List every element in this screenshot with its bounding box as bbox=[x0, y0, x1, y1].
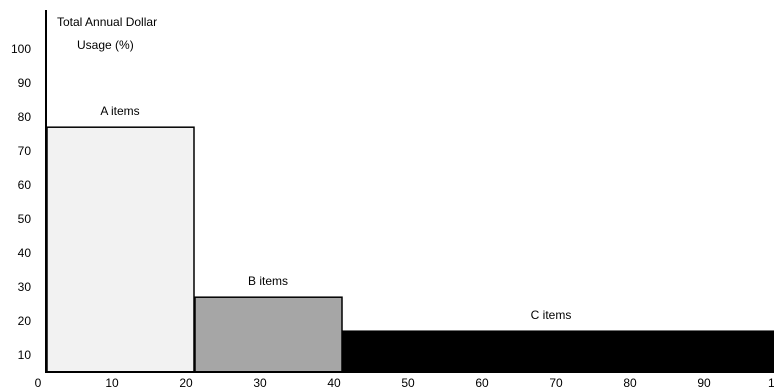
bands-layer bbox=[46, 126, 774, 373]
y-tick-label: 80 bbox=[18, 110, 32, 124]
x-tick-labels: 0 10 20 30 40 50 60 70 80 90 100 bbox=[35, 376, 774, 390]
band-label-a-items: A items bbox=[100, 104, 139, 118]
y-tick-label: 70 bbox=[18, 144, 32, 158]
x-tick-label: 30 bbox=[253, 376, 267, 390]
y-tick-label: 20 bbox=[18, 314, 32, 328]
x-tick-label: 90 bbox=[697, 376, 711, 390]
axes-layer bbox=[45, 10, 774, 373]
y-tick-label: 10 bbox=[18, 348, 32, 362]
band-label-b-items: B items bbox=[248, 274, 288, 288]
y-tick-label: 40 bbox=[18, 246, 32, 260]
x-tick-label: 0 bbox=[35, 376, 42, 390]
band-a-items bbox=[46, 126, 195, 373]
x-tick-label: 50 bbox=[401, 376, 415, 390]
x-tick-label: 100 bbox=[768, 376, 774, 390]
band-label-c-items: C items bbox=[531, 308, 572, 322]
x-tick-label: 60 bbox=[475, 376, 489, 390]
y-tick-label: 100 bbox=[11, 42, 31, 56]
x-tick-label: 10 bbox=[105, 376, 119, 390]
band-c-items bbox=[342, 330, 774, 373]
y-tick-labels: 10 20 30 40 50 60 70 80 90 100 bbox=[11, 42, 31, 362]
y-axis-title-line-1: Total Annual Dollar bbox=[57, 15, 157, 29]
y-axis-title-line-2: Usage (%) bbox=[77, 38, 134, 52]
y-tick-label: 60 bbox=[18, 178, 32, 192]
x-tick-label: 80 bbox=[623, 376, 637, 390]
y-tick-label: 50 bbox=[18, 212, 32, 226]
y-tick-label: 30 bbox=[18, 280, 32, 294]
x-tick-label: 70 bbox=[549, 376, 563, 390]
band-b-items bbox=[194, 296, 343, 373]
x-tick-label: 40 bbox=[327, 376, 341, 390]
y-tick-label: 90 bbox=[18, 76, 32, 90]
band-labels: A items B items C items bbox=[100, 104, 571, 322]
x-tick-label: 20 bbox=[179, 376, 193, 390]
